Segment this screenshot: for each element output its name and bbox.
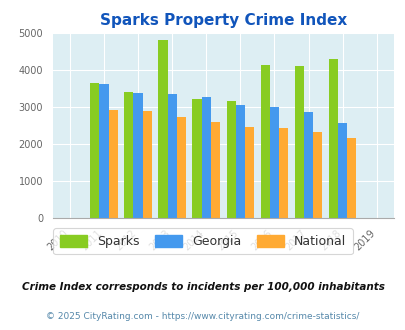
Bar (201, 97, 210, 218)
Bar (244, 126, 254, 218)
Bar (337, 123, 346, 218)
Bar (176, 117, 185, 218)
Bar (108, 110, 117, 218)
Bar (99, 84, 108, 218)
Bar (312, 132, 322, 218)
Bar (158, 40, 167, 218)
Bar (226, 101, 235, 218)
Bar (303, 112, 312, 218)
Bar (328, 59, 337, 218)
Bar (346, 138, 356, 218)
Bar (235, 106, 244, 218)
Bar (294, 66, 303, 218)
Text: © 2025 CityRating.com - https://www.cityrating.com/crime-statistics/: © 2025 CityRating.com - https://www.city… (46, 312, 359, 321)
Bar (210, 122, 220, 218)
Bar (124, 92, 133, 218)
Bar (133, 92, 142, 218)
Bar (278, 128, 288, 218)
Legend: Sparks, Georgia, National: Sparks, Georgia, National (53, 228, 352, 254)
Text: Crime Index corresponds to incidents per 100,000 inhabitants: Crime Index corresponds to incidents per… (21, 282, 384, 292)
Bar (192, 99, 201, 218)
Bar (167, 94, 176, 218)
Bar (90, 83, 99, 218)
Bar (142, 111, 151, 218)
Title: Sparks Property Crime Index: Sparks Property Crime Index (100, 13, 346, 28)
Bar (269, 107, 278, 218)
Bar (260, 65, 269, 218)
